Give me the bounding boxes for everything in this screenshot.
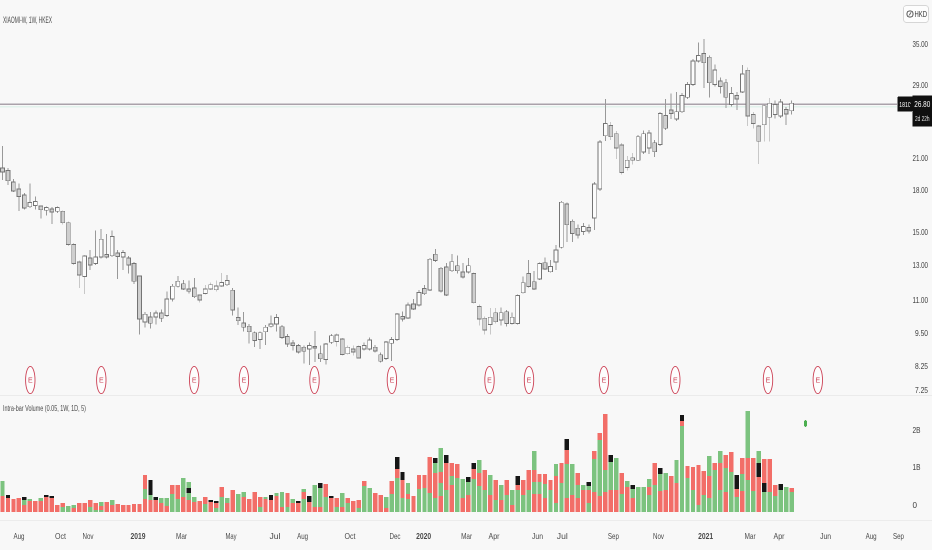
- svg-text:E: E: [527, 378, 532, 385]
- svg-text:Intra-bar Volume (0.05, 1W, 1D: Intra-bar Volume (0.05, 1W, 1D, 5): [3, 404, 86, 413]
- svg-text:Sep: Sep: [608, 531, 619, 541]
- svg-text:XIAOMI-W, 1W, HKEX: XIAOMI-W, 1W, HKEX: [3, 15, 52, 26]
- svg-text:Mar: Mar: [461, 531, 472, 541]
- svg-text:E: E: [487, 378, 492, 385]
- svg-text:E: E: [99, 378, 104, 385]
- svg-text:0: 0: [913, 500, 918, 510]
- svg-text:Apr: Apr: [489, 531, 500, 541]
- svg-text:Aug: Aug: [297, 531, 308, 541]
- svg-text:Dec: Dec: [390, 531, 402, 541]
- svg-text:2019: 2019: [131, 531, 146, 541]
- svg-text:Jul: Jul: [270, 531, 281, 541]
- svg-text:E: E: [390, 378, 395, 385]
- svg-text:2B: 2B: [913, 425, 921, 435]
- svg-text:Mar: Mar: [176, 531, 187, 541]
- svg-text:Aug: Aug: [866, 531, 877, 541]
- svg-text:May: May: [226, 531, 238, 541]
- svg-text:Jun: Jun: [820, 531, 831, 541]
- svg-text:35.00: 35.00: [913, 39, 929, 49]
- svg-text:26.80: 26.80: [914, 100, 930, 109]
- svg-text:E: E: [673, 378, 678, 385]
- svg-text:8.25: 8.25: [915, 361, 928, 371]
- svg-text:9.50: 9.50: [915, 328, 928, 338]
- svg-text:E: E: [815, 378, 820, 385]
- svg-text:13.00: 13.00: [913, 260, 929, 270]
- svg-text:21.00: 21.00: [913, 153, 929, 163]
- svg-text:2d 22h: 2d 22h: [915, 116, 930, 123]
- svg-text:E: E: [192, 378, 197, 385]
- svg-text:Nov: Nov: [653, 531, 665, 541]
- svg-text:Jun: Jun: [532, 531, 543, 541]
- svg-text:2020: 2020: [416, 531, 431, 541]
- svg-text:E: E: [28, 378, 33, 385]
- svg-text:18.00: 18.00: [913, 185, 929, 195]
- svg-text:11.00: 11.00: [913, 295, 929, 305]
- svg-text:7.25: 7.25: [915, 385, 928, 395]
- svg-text:Oct: Oct: [345, 531, 357, 541]
- svg-text:Apr: Apr: [774, 531, 785, 541]
- svg-text:Mar: Mar: [745, 531, 756, 541]
- svg-text:Sep: Sep: [893, 531, 904, 541]
- svg-text:E: E: [242, 378, 247, 385]
- svg-text:E: E: [766, 378, 771, 385]
- svg-text:E: E: [312, 378, 317, 385]
- svg-text:15.00: 15.00: [913, 227, 929, 237]
- svg-text:Jul: Jul: [557, 531, 568, 541]
- svg-text:1B: 1B: [913, 462, 921, 472]
- svg-text:Aug: Aug: [14, 531, 25, 541]
- svg-text:Nov: Nov: [83, 531, 95, 541]
- svg-text:HKD: HKD: [915, 10, 928, 19]
- svg-text:29.00: 29.00: [913, 80, 929, 90]
- svg-text:E: E: [602, 378, 607, 385]
- svg-text:1810: 1810: [899, 102, 911, 109]
- svg-text:Oct: Oct: [55, 531, 67, 541]
- svg-text:2021: 2021: [698, 531, 713, 541]
